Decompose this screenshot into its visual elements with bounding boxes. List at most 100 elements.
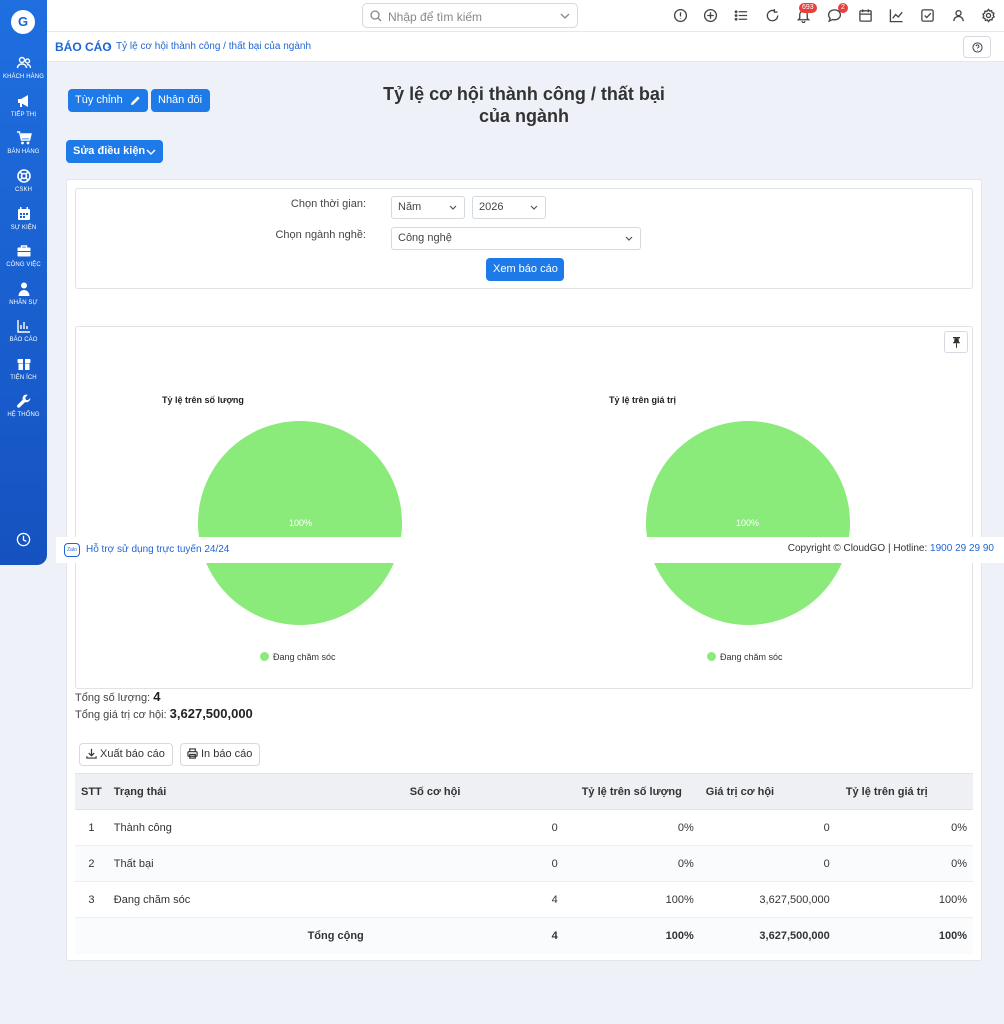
legend-label: Đang chăm sóc [273,652,336,662]
list-icon[interactable] [734,8,749,23]
clock-icon[interactable] [16,532,31,547]
support-link[interactable]: Hỗ trợ sử dụng trực tuyến 24/24 [86,544,230,555]
print-label: In báo cáo [201,748,253,760]
chat-icon[interactable] [827,8,842,23]
add-circle-icon[interactable] [703,8,718,23]
column-header: Giá trị cơ hội [699,773,836,810]
total-row-value-ratio: 100% [835,917,973,954]
gear-icon[interactable] [981,8,996,23]
cell-count-ratio: 0% [563,809,700,846]
sidebar-item-marketing[interactable]: TIẾP THỊ [0,93,47,118]
edit-conditions-button[interactable]: Sửa điều kiện [66,140,163,163]
search-icon [370,10,382,22]
time-unit-select[interactable]: Năm [391,196,465,219]
support-icon [16,169,31,183]
notifications-badge: 693 [799,3,817,13]
industry-label: Chọn ngành nghề: [275,229,366,241]
support-bar: Zalo Hỗ trợ sử dụng trực tuyến 24/24 Cop… [56,537,1004,563]
pin-button[interactable] [944,331,968,353]
sidebar-item-label: KHÁCH HÀNG [2,74,44,80]
column-header: Số cơ hội [403,773,564,810]
table-row: 1 Thành công 0 0% 0 0% [75,809,973,846]
sidebar-item-label: CÔNG VIỆC [6,262,41,268]
total-row-value: 3,627,500,000 [699,917,836,954]
sidebar-item-sales[interactable]: BÁN HÀNG [0,130,47,155]
breadcrumb-separator: › [107,40,111,52]
year-value: 2026 [479,201,504,213]
cell-count: 4 [403,881,564,918]
cell-count-ratio: 100% [563,881,700,918]
zalo-icon[interactable]: Zalo [64,543,80,557]
pie-chart-quantity [198,421,402,625]
cell-count: 0 [403,809,564,846]
total-row-label: Tổng cộng [107,917,404,954]
logo[interactable]: G [11,10,35,34]
sidebar-item-label: BÁN HÀNG [7,149,40,155]
breadcrumb-root[interactable]: BÁO CÁO [55,40,112,54]
calendar-icon [17,207,30,220]
sidebar-item-hr[interactable]: NHÂN SỰ [0,281,47,306]
printer-icon [187,748,198,759]
help-button[interactable] [963,36,991,58]
industry-select[interactable]: Công nghệ [391,227,641,250]
checkbox-icon[interactable] [920,8,935,23]
sidebar-item-tasks[interactable]: CÔNG VIỆC [0,243,47,268]
pie-slice[interactable] [198,421,402,625]
duplicate-button[interactable]: Nhân đôi [151,89,210,112]
cell-status: Đang chăm sóc [107,881,404,918]
chevron-down-icon [449,205,457,210]
cell-count-ratio: 0% [563,845,700,882]
breadcrumb: BÁO CÁO › Tỷ lệ cơ hội thành công / thất… [47,32,1004,62]
total-value-amount: 3,627,500,000 [169,706,253,721]
view-report-button[interactable]: Xem báo cáo [486,258,564,281]
cell-index: 2 [75,845,108,882]
pie-slice[interactable] [646,421,850,625]
report-title: Tỷ lệ cơ hội thành công / thất bại của n… [330,83,718,127]
alert-icon[interactable] [673,8,688,23]
column-header: Tỷ lệ trên số lượng [563,773,700,810]
column-header: Trạng thái [107,773,404,810]
year-select[interactable]: 2026 [472,196,546,219]
time-label: Chọn thời gian: [290,198,366,210]
breadcrumb-current: Tỷ lệ cơ hội thành công / thất bại của n… [116,41,312,52]
filter-panel: Chọn thời gian: Năm 2026 Chọn ngành nghề… [75,188,973,289]
cell-index: 3 [75,881,108,918]
column-header: Tỷ lệ trên giá trị [835,773,973,810]
sidebar-item-label: TIẾP THỊ [10,112,37,118]
cell-value: 3,627,500,000 [699,881,836,918]
pie-chart-value [646,421,850,625]
total-row-spacer [75,917,108,954]
sidebar-item-events[interactable]: SỰ KIỆN [0,206,47,231]
refresh-icon[interactable] [765,8,780,23]
export-report-button[interactable]: Xuất báo cáo [79,743,173,766]
sidebar-item-utilities[interactable]: TIỆN ÍCH [0,356,47,381]
search-placeholder: Nhập để tìm kiếm [388,10,483,24]
cell-status: Thành công [107,809,404,846]
report-title-line1: Tỷ lệ cơ hội thành công / thất bại [383,84,665,104]
sidebar-item-reports[interactable]: BÁO CÁO [0,318,47,343]
edit-conditions-label: Sửa điều kiện [73,145,146,157]
report-icon [16,320,30,333]
sidebar-item-system[interactable]: HỆ THỐNG [0,393,47,418]
cell-value: 0 [699,809,836,846]
calendar-icon[interactable] [858,8,873,23]
user-icon[interactable] [951,8,966,23]
cell-value-ratio: 0% [835,845,973,882]
help-icon [972,42,983,53]
line-chart-icon[interactable] [889,8,904,23]
briefcase-icon [17,245,30,257]
hotline-number[interactable]: 1900 29 29 90 [930,543,994,554]
sidebar-item-cskh[interactable]: CSKH [0,168,47,193]
time-unit-value: Năm [398,201,422,213]
report-card: Chọn thời gian: Năm 2026 Chọn ngành nghề… [66,179,982,961]
sidebar-item-customers[interactable]: KHÁCH HÀNG [0,55,47,80]
search-input[interactable]: Nhập để tìm kiếm [362,3,578,28]
charts-panel: Tỷ lệ trên số lượng 100% Đang chăm sóc T… [75,326,973,689]
cell-value-ratio: 0% [835,809,973,846]
sidebar-item-label: BÁO CÁO [9,337,38,343]
duplicate-label: Nhân đôi [158,94,203,106]
total-row-count-ratio: 100% [563,917,700,954]
customize-button[interactable]: Tùy chỉnh [68,89,148,112]
print-report-button[interactable]: In báo cáo [180,743,261,766]
copyright: Copyright © CloudGO | Hotline: 1900 29 2… [787,543,994,554]
